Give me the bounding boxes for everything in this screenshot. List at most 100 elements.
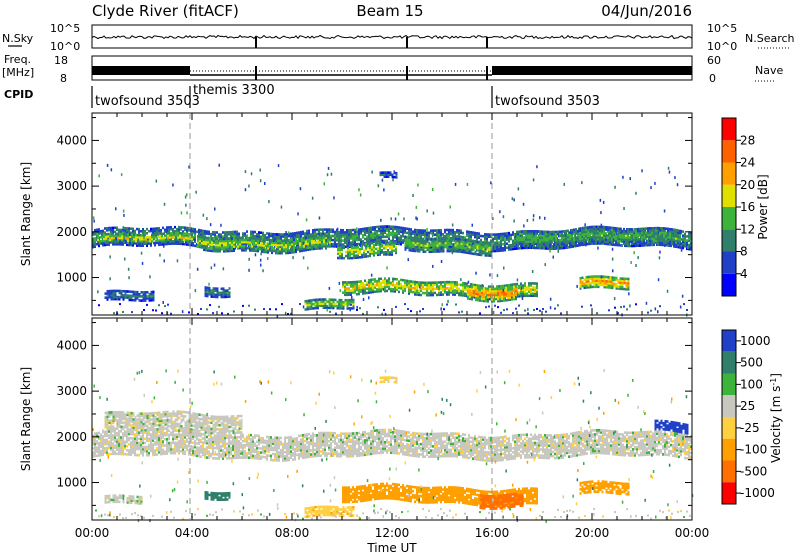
range-gate-cell <box>444 235 446 238</box>
range-gate-cell <box>559 230 561 234</box>
range-gate-cell <box>529 238 531 241</box>
range-gate-cell <box>589 228 591 231</box>
range-gate-cell <box>490 248 493 251</box>
range-gate-cell <box>603 283 606 287</box>
range-gate-cell <box>276 237 278 240</box>
range-gate-cell <box>139 238 141 241</box>
range-gate-cell <box>374 280 376 283</box>
range-gate-cell <box>591 229 593 233</box>
range-gate-cell <box>367 246 369 250</box>
range-gate-cell <box>139 235 141 239</box>
range-gate-cell <box>478 241 481 244</box>
range-gate-cell <box>274 233 276 236</box>
range-gate-cell <box>310 305 313 308</box>
range-gate-cell <box>446 245 449 249</box>
range-gate-cell <box>460 240 463 243</box>
range-gate-cell <box>353 254 355 258</box>
range-gate-cell <box>434 233 436 236</box>
range-gate-cell <box>661 241 663 245</box>
range-gate-cell <box>627 238 629 241</box>
range-gate-cell <box>464 288 466 291</box>
range-gate-cell <box>414 245 416 248</box>
range-gate-cell <box>541 234 543 238</box>
range-gate-cell <box>124 292 127 295</box>
range-gate-cell <box>679 229 681 233</box>
range-gate-cell <box>424 281 426 285</box>
range-gate-cell <box>224 235 226 238</box>
range-gate-cell <box>344 303 347 306</box>
range-gate-cell <box>497 297 499 301</box>
range-gate-cell <box>637 232 639 235</box>
range-gate-cell <box>452 291 454 294</box>
range-gate-cell <box>555 232 557 236</box>
range-gate-cell <box>611 280 614 283</box>
range-gate-cell <box>182 230 184 233</box>
range-gate-cell <box>531 238 533 241</box>
range-gate-cell <box>186 228 188 232</box>
range-gate-cell <box>442 293 444 296</box>
range-gate-cell <box>509 298 511 301</box>
range-gate-cell <box>514 241 516 244</box>
range-gate-cell <box>208 230 210 234</box>
range-gate-cell <box>109 236 111 240</box>
range-gate-cell <box>402 226 404 230</box>
range-gate-cell <box>299 239 301 243</box>
range-gate-cell <box>134 297 137 300</box>
range-gate-cell <box>336 234 338 238</box>
range-gate-cell <box>194 232 196 235</box>
range-gate-cell <box>575 232 577 235</box>
range-gate-cell <box>392 283 394 287</box>
range-gate-cell <box>448 280 450 284</box>
range-gate-cell <box>251 236 253 240</box>
range-gate-cell <box>92 243 94 247</box>
range-gate-cell <box>322 228 324 231</box>
range-gate-cell <box>380 287 382 291</box>
range-gate-cell <box>373 245 375 249</box>
range-gate-cell <box>225 239 227 243</box>
range-gate-cell <box>241 236 243 240</box>
range-gate-cell <box>604 242 606 245</box>
range-gate-cell <box>118 297 121 301</box>
range-gate-cell <box>414 291 416 294</box>
range-gate-cell <box>645 243 647 247</box>
range-gate-cell <box>303 249 305 252</box>
range-gate-cell <box>250 230 252 234</box>
range-gate-cell <box>633 238 635 241</box>
range-gate-cell <box>673 228 675 232</box>
range-gate-cell <box>142 228 144 231</box>
range-gate-cell <box>442 247 445 251</box>
range-gate-cell <box>452 287 454 290</box>
range-gate-cell <box>364 227 366 230</box>
range-gate-cell <box>414 282 416 286</box>
range-gate-cell <box>207 236 209 240</box>
range-gate-cell <box>112 243 114 246</box>
range-gate-cell <box>293 250 295 254</box>
range-gate-cell <box>669 227 671 231</box>
range-gate-cell <box>376 225 378 229</box>
range-gate-cell <box>420 241 422 245</box>
range-gate-cell <box>629 236 631 239</box>
range-gate-cell <box>179 236 181 239</box>
range-gate-cell <box>426 244 429 247</box>
range-gate-cell <box>420 283 422 286</box>
range-gate-cell <box>406 231 408 235</box>
range-gate-cell <box>522 288 524 292</box>
range-gate-cell <box>217 247 219 251</box>
range-gate-cell <box>122 296 125 299</box>
range-gate-cell <box>597 231 599 235</box>
range-gate-cell <box>354 284 356 288</box>
range-gate-cell <box>252 234 254 238</box>
range-gate-cell <box>444 241 447 245</box>
range-gate-cell <box>659 243 661 246</box>
range-gate-cell <box>460 238 463 241</box>
range-gate-cell <box>567 239 569 243</box>
range-gate-cell <box>498 243 500 246</box>
range-gate-cell <box>396 286 398 289</box>
range-gate-cell <box>446 293 448 296</box>
range-gate-cell <box>185 232 187 236</box>
range-gate-cell <box>536 292 538 296</box>
range-gate-cell <box>473 285 475 289</box>
range-gate-cell <box>484 237 486 240</box>
range-gate-cell <box>534 294 536 298</box>
range-gate-cell <box>510 237 512 241</box>
